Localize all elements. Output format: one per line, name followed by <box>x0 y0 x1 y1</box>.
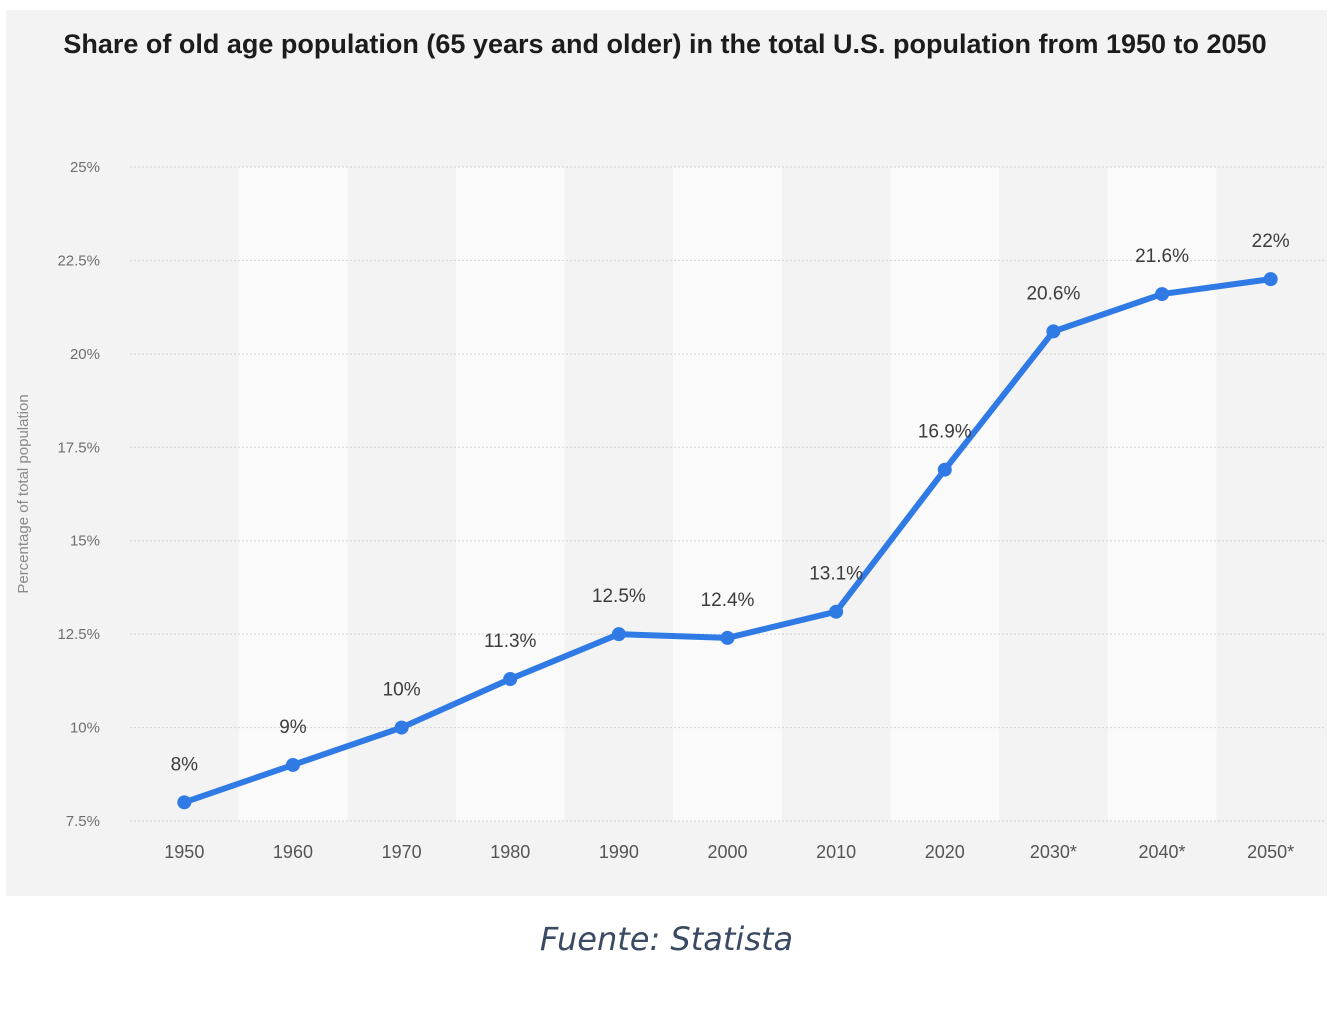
data-label: 21.6% <box>1135 246 1189 267</box>
data-label: 8% <box>171 754 199 775</box>
data-point <box>394 720 409 735</box>
x-tick-label: 2020 <box>925 842 965 862</box>
y-tick-label: 15% <box>70 533 100 550</box>
x-tick-label: 2010 <box>816 842 856 862</box>
y-axis-label: Percentage of total population <box>15 394 32 593</box>
data-label: 10% <box>383 680 421 701</box>
data-label: 9% <box>279 717 307 738</box>
data-label: 11.3% <box>484 631 537 652</box>
y-tick-label: 25% <box>70 159 100 176</box>
x-tick-label: 1980 <box>490 842 530 862</box>
x-tick-label: 2000 <box>707 842 747 862</box>
column-band <box>673 167 782 821</box>
data-point <box>720 630 735 645</box>
data-label: 20.6% <box>1026 283 1080 304</box>
line-chart: 7.5% 10% 12.5% 15% 17.5% 20% 22.5% 25% Percentag… <box>15 159 1325 862</box>
y-tick-label: 22.5% <box>57 252 100 269</box>
data-point <box>1155 287 1170 302</box>
y-tick-label: 7.5% <box>66 813 100 830</box>
x-tick-label: 2030* <box>1030 842 1077 862</box>
data-label: 12.5% <box>592 586 646 607</box>
column-band <box>238 167 348 821</box>
y-tick-label: 20% <box>70 346 100 363</box>
column-band <box>1107 167 1217 821</box>
data-label: 13.1% <box>809 564 863 585</box>
column-band <box>890 167 1000 821</box>
x-tick-label: 1960 <box>273 842 313 862</box>
x-tick-label: 1970 <box>382 842 422 862</box>
y-tick-label: 12.5% <box>57 626 100 643</box>
x-tick-label: 2040* <box>1139 842 1186 862</box>
y-tick-label: 10% <box>70 720 100 737</box>
data-point <box>177 795 192 810</box>
data-point <box>285 757 300 772</box>
x-tick-label: 2050* <box>1247 842 1294 862</box>
data-point <box>829 604 844 619</box>
data-label: 12.4% <box>701 590 755 611</box>
data-label: 16.9% <box>918 422 972 443</box>
data-label: 22% <box>1252 231 1290 252</box>
data-point <box>611 627 626 642</box>
column-band <box>455 167 565 821</box>
source-caption: Fuente: Statista <box>539 920 794 958</box>
x-tick-label: 1950 <box>164 842 204 862</box>
data-point <box>1263 272 1278 287</box>
data-point <box>937 462 952 477</box>
y-tick-label: 17.5% <box>57 439 100 456</box>
x-tick-label: 1990 <box>599 842 639 862</box>
chart-title: Share of old age population (65 years an… <box>63 29 1267 59</box>
data-point <box>1046 324 1061 339</box>
chart-card <box>6 10 1327 896</box>
data-point <box>503 671 518 686</box>
